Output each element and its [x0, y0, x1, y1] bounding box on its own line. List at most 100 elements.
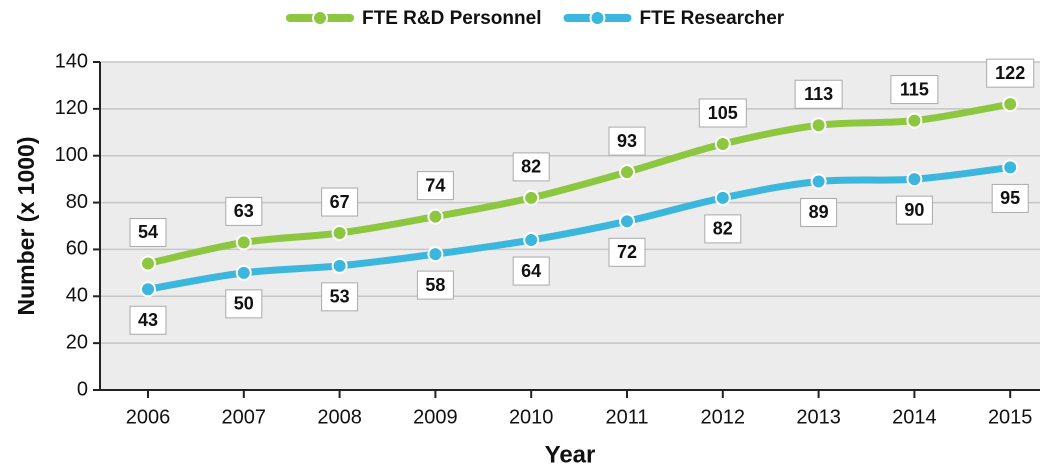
value-label-bg — [986, 58, 1035, 88]
value-label-box: 82 — [704, 214, 742, 244]
x-tick-label: 2009 — [413, 406, 458, 428]
value-label-bg — [225, 196, 263, 226]
value-label: 95 — [1000, 188, 1020, 208]
y-tick-label: 40 — [66, 285, 88, 307]
x-tick-label: 2010 — [509, 406, 554, 428]
point — [140, 281, 156, 298]
x-tick-label: 2015 — [988, 406, 1033, 428]
value-label-bg — [608, 126, 646, 156]
value-label: 67 — [330, 192, 350, 212]
value-label-box: 64 — [512, 256, 550, 286]
value-label: 74 — [425, 175, 445, 195]
point — [523, 189, 540, 206]
value-label-box: 89 — [800, 197, 838, 227]
value-label: 90 — [904, 200, 924, 220]
value-label-box: 72 — [608, 237, 646, 267]
point — [331, 257, 348, 274]
value-label: 82 — [713, 219, 733, 239]
value-label-box: 53 — [321, 282, 359, 312]
point — [140, 255, 156, 272]
y-tick-label: 20 — [66, 331, 88, 353]
value-label-box: 82 — [512, 152, 550, 182]
value-label: 64 — [521, 261, 541, 281]
value-label-bg — [991, 183, 1029, 213]
value-label-bg — [512, 256, 550, 286]
value-label: 82 — [521, 157, 541, 177]
value-label: 113 — [804, 84, 833, 104]
point — [523, 232, 540, 249]
value-label: 50 — [234, 294, 254, 314]
plot-area — [100, 62, 1040, 390]
value-label-box: 50 — [225, 289, 263, 319]
value-label-box: 54 — [129, 217, 167, 247]
value-label-bg — [890, 75, 939, 105]
value-label-bg — [608, 237, 646, 267]
x-tick-label: 2013 — [796, 406, 841, 428]
value-label-bg — [321, 282, 359, 312]
point — [427, 246, 444, 263]
value-label: 89 — [809, 202, 829, 222]
point — [427, 208, 444, 225]
point — [235, 264, 252, 281]
point — [331, 225, 348, 242]
value-label-bg — [321, 187, 359, 217]
x-tick-label: 2011 — [605, 406, 648, 428]
value-label-box: 90 — [895, 195, 933, 225]
point — [906, 171, 923, 188]
value-label-box: 74 — [416, 171, 454, 201]
value-label-box: 115 — [890, 75, 939, 105]
value-label: 115 — [900, 79, 929, 99]
value-label-box: 63 — [225, 196, 263, 226]
value-label-bg — [794, 79, 843, 109]
legend-marker — [589, 10, 606, 26]
legend-label: FTE Researcher — [639, 8, 784, 29]
value-label: 54 — [138, 222, 158, 242]
x-axis-label: Year — [545, 441, 596, 468]
value-label-box: 95 — [991, 183, 1029, 213]
x-tick-label: 2008 — [317, 406, 362, 428]
series-line — [144, 163, 1014, 293]
point — [619, 164, 635, 181]
value-label-box: 93 — [608, 126, 646, 156]
value-label-bg — [800, 197, 838, 227]
legend-marker — [312, 10, 328, 26]
value-label-bg — [129, 305, 167, 335]
y-axis-label: Number (x 1000) — [13, 137, 39, 316]
value-label-bg — [225, 289, 263, 319]
value-label-bg — [512, 152, 550, 182]
y-tick-label: 120 — [55, 97, 88, 119]
x-tick-label: 2012 — [701, 406, 746, 428]
value-label-box: 113 — [794, 79, 843, 109]
legend-label: FTE R&D Personnel — [362, 8, 541, 29]
value-label-box: 43 — [129, 305, 167, 335]
value-label-box: 122 — [986, 58, 1035, 88]
point — [619, 213, 635, 230]
value-label: 63 — [234, 201, 254, 221]
y-tick-label: 100 — [55, 144, 88, 166]
y-tick-label: 140 — [55, 50, 88, 72]
x-tick-label: 2006 — [126, 406, 171, 428]
value-label-bg — [895, 195, 933, 225]
point — [1002, 159, 1019, 176]
value-label: 58 — [425, 275, 445, 295]
point — [714, 136, 731, 152]
value-label-box: 58 — [416, 270, 454, 300]
y-tick-label: 60 — [66, 238, 88, 260]
y-tick-label: 0 — [77, 378, 88, 400]
value-label: 93 — [617, 131, 637, 151]
value-label-bg — [129, 217, 167, 247]
value-label-bg — [704, 214, 742, 244]
value-label: 122 — [995, 63, 1025, 83]
value-label: 53 — [330, 287, 350, 307]
point — [906, 112, 923, 129]
value-label-bg — [698, 98, 747, 128]
x-tick-label: 2014 — [892, 406, 937, 428]
point — [810, 117, 827, 134]
value-label-bg — [416, 270, 454, 300]
point — [810, 173, 827, 190]
value-label-box: 105 — [698, 98, 747, 128]
x-tick-label: 2007 — [222, 406, 267, 428]
value-label: 43 — [138, 310, 158, 330]
y-tick-label: 80 — [66, 191, 88, 213]
value-label-box: 67 — [321, 187, 359, 217]
